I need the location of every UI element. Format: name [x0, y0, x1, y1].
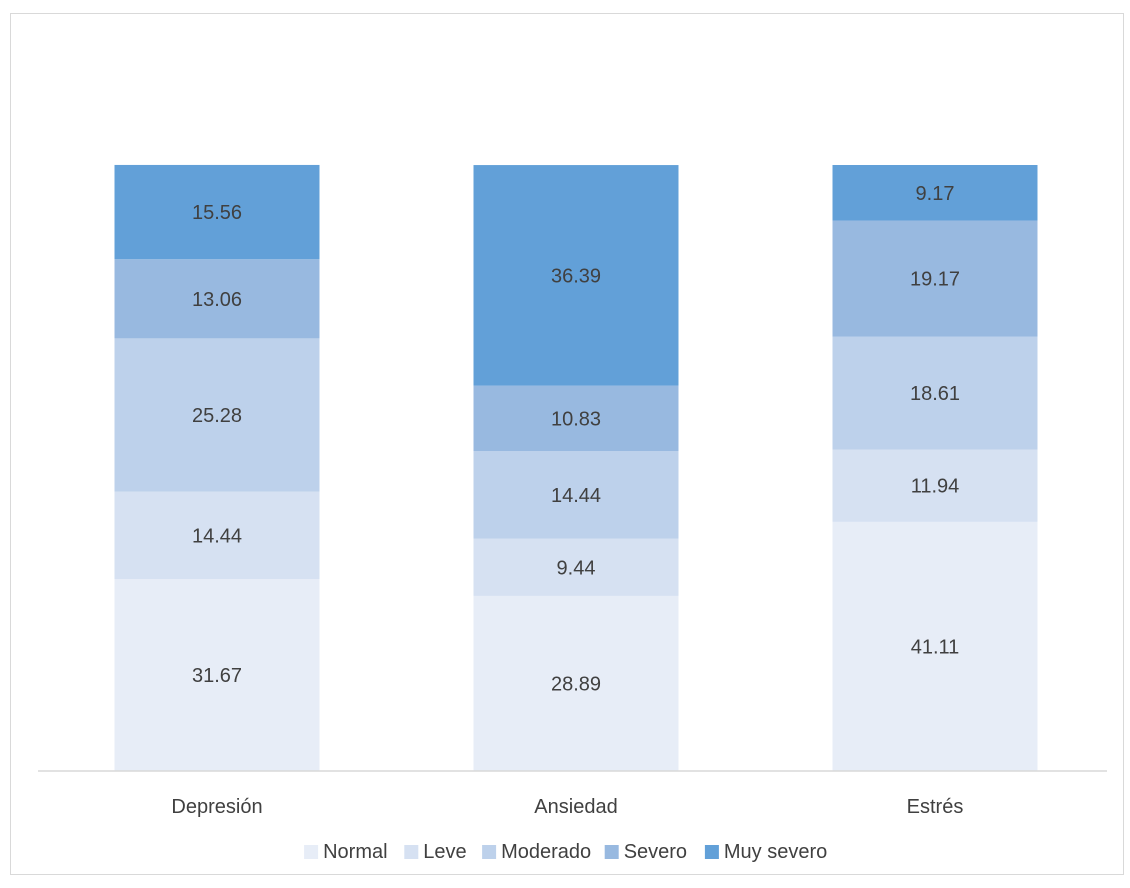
data-label-depresion-normal: 31.67 [192, 665, 242, 687]
bar-segment-estres-severo [832, 220, 1038, 337]
x-tick-label-ansiedad: Ansiedad [534, 796, 617, 818]
bar-segment-estres-leve [832, 449, 1038, 522]
data-label-depresion-muy-severo: 15.56 [192, 202, 242, 224]
data-label-ansiedad-muy-severo: 36.39 [551, 265, 601, 287]
data-label-ansiedad-moderado: 14.44 [551, 485, 601, 507]
legend-swatch-leve [404, 845, 419, 859]
legend-item-leve: Leve [404, 841, 467, 863]
legend-label-leve: Leve [423, 841, 466, 863]
legend-item-normal: Normal [304, 841, 388, 863]
data-label-ansiedad-leve: 9.44 [557, 557, 596, 579]
data-label-ansiedad-normal: 28.89 [551, 673, 601, 695]
bar-segment-depresion-severo [114, 259, 320, 339]
legend-item-moderado: Moderado [482, 841, 591, 863]
labels-layer: 31.67 14.44 25.28 13.06 15.56 Depresión 28.89 9… [171, 183, 963, 818]
bar-segment-estres-muy-severo [832, 165, 1038, 221]
bar-segment-depresion-leve [114, 491, 320, 580]
data-label-estres-normal: 41.11 [911, 636, 960, 658]
legend-swatch-severo [604, 845, 619, 859]
data-label-estres-moderado: 18.61 [910, 383, 960, 405]
data-label-ansiedad-severo: 10.83 [551, 408, 601, 430]
bar-segment-ansiedad-leve [473, 538, 679, 596]
bar-segment-estres-normal [832, 521, 1038, 771]
data-label-estres-severo: 19.17 [910, 269, 960, 291]
bar-segment-ansiedad-normal [473, 595, 679, 771]
legend-swatch-normal [304, 845, 319, 859]
legend-label-severo: Severo [624, 841, 687, 863]
bar-segment-ansiedad-severo [473, 385, 679, 452]
bar-segment-ansiedad-muy-severo [473, 165, 679, 386]
legend-swatch-muy-severo [704, 845, 719, 859]
legend-label-moderado: Moderado [501, 841, 591, 863]
bar-segment-depresion-muy-severo [114, 164, 320, 260]
bars-layer [114, 164, 1038, 771]
data-label-depresion-leve: 14.44 [192, 525, 242, 547]
data-label-estres-muy-severo: 9.17 [916, 183, 955, 205]
legend-label-normal: Normal [323, 841, 387, 863]
bar-segment-estres-moderado [832, 336, 1038, 450]
data-label-estres-leve: 11.94 [911, 476, 960, 498]
legend-label-muy-severo: Muy severo [724, 841, 827, 863]
legend-item-muy-severo: Muy severo [704, 841, 827, 863]
legend-item-severo: Severo [604, 841, 687, 863]
bar-segment-ansiedad-moderado [473, 451, 679, 539]
legend: Normal Leve Moderado Severo Muy severo [304, 841, 827, 863]
data-label-depresion-moderado: 25.28 [192, 405, 242, 427]
bar-segment-depresion-moderado [114, 338, 320, 492]
data-label-depresion-severo: 13.06 [192, 289, 242, 311]
bar-segment-depresion-normal [114, 579, 320, 771]
x-tick-label-depresion: Depresión [171, 796, 262, 818]
x-tick-label-estres: Estrés [907, 796, 964, 818]
legend-swatch-moderado [482, 845, 497, 859]
